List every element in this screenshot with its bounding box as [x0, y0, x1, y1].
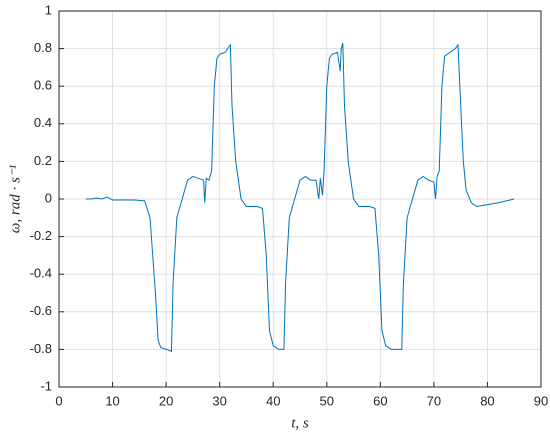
axes-box: [58, 10, 542, 388]
x-tick-label: 90: [534, 393, 548, 408]
x-axis-label: t, s: [291, 415, 309, 431]
y-tick-label: 0.2: [34, 153, 52, 168]
y-tick-label: -0.4: [30, 266, 52, 281]
x-tick-label: 0: [55, 393, 62, 408]
x-tick-label: 30: [212, 393, 226, 408]
x-tick-label: 50: [320, 393, 334, 408]
y-tick-label: 0: [45, 190, 52, 205]
x-tick-label: 80: [480, 393, 494, 408]
y-tick-label: 0.6: [34, 78, 52, 93]
y-tick-label: -0.2: [30, 228, 52, 243]
y-tick-label: -1: [40, 378, 52, 393]
y-tick-label: -0.8: [30, 341, 52, 356]
data-line: [85, 42, 515, 352]
x-tick-label: 20: [159, 393, 173, 408]
y-tick-label: 0.4: [34, 115, 52, 130]
y-tick-label: 0.8: [34, 40, 52, 55]
x-tick-label: 40: [266, 393, 280, 408]
x-tick-label: 70: [427, 393, 441, 408]
y-tick-label: -0.6: [30, 303, 52, 318]
x-tick-label: 60: [373, 393, 387, 408]
y-tick-label: 1: [45, 2, 52, 17]
y-axis-label: ω, rad · s⁻¹: [7, 164, 23, 233]
x-tick-label: 10: [105, 393, 119, 408]
